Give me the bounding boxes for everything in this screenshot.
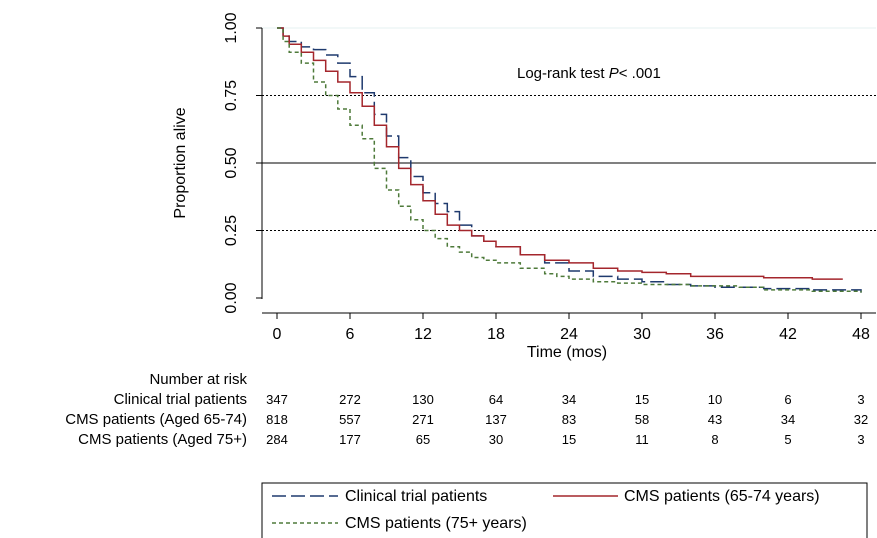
risk-value: 272: [339, 392, 361, 407]
x-tick-label: 12: [414, 326, 432, 343]
series-line-2: [277, 27, 843, 280]
y-tick-label: 0.00: [223, 282, 240, 313]
annotation-italic: P: [609, 65, 619, 82]
risk-value: 43: [708, 412, 722, 427]
risk-value: 83: [562, 412, 576, 427]
risk-value: 177: [339, 432, 361, 447]
risk-value: 65: [416, 432, 430, 447]
x-tick-label: 18: [487, 326, 505, 343]
risk-value: 11: [635, 432, 649, 447]
risk-row-label: CMS patients (Aged 65-74): [65, 411, 247, 428]
risk-table: Number at risk Clinical trial patients 347…: [65, 371, 868, 448]
risk-value: 15: [635, 392, 649, 407]
risk-value: 557: [339, 412, 361, 427]
risk-value: 30: [489, 432, 503, 447]
risk-value: 10: [708, 392, 722, 407]
legend-label-2: CMS patients (65-74 years): [624, 488, 820, 505]
risk-value: 34: [781, 412, 795, 427]
risk-value: 15: [562, 432, 576, 447]
risk-value: 3: [857, 392, 864, 407]
x-tick-label: 36: [706, 326, 724, 343]
x-tick-label: 48: [852, 326, 870, 343]
y-axis-title: Proportion alive: [172, 107, 189, 218]
y-tick-label: 0.75: [223, 80, 240, 111]
risk-table-header: Number at risk: [149, 371, 247, 388]
series-line-1: [277, 27, 862, 293]
annotation-prefix: Log-rank test: [517, 65, 609, 82]
risk-value: 64: [489, 392, 503, 407]
risk-value: 58: [635, 412, 649, 427]
legend-box: [261, 482, 868, 538]
x-tick-label: 24: [560, 326, 578, 343]
plot-area: Log-rank test P< .001: [262, 27, 876, 293]
risk-value: 130: [412, 392, 434, 407]
risk-row-label: CMS patients (Aged 75+): [78, 431, 247, 448]
risk-row-label: Clinical trial patients: [114, 391, 247, 408]
annotation-text: Log-rank test P< .001: [517, 65, 661, 82]
risk-value: 8: [711, 432, 718, 447]
y-tick-label: 0.50: [223, 147, 240, 178]
risk-value: 32: [854, 412, 868, 427]
axes: 0 6 12 18 24 30 36 42 48 Time (mos) 0.00 0.25 0.50 0.…: [172, 12, 876, 361]
x-tick-label: 42: [779, 326, 797, 343]
series-line-3: [277, 27, 862, 293]
risk-value: 5: [784, 432, 791, 447]
x-axis-title: Time (mos): [527, 344, 607, 361]
y-tick-label: 1.00: [223, 12, 240, 43]
risk-value: 6: [784, 392, 791, 407]
legend-label-3: CMS patients (75+ years): [345, 515, 527, 532]
risk-value: 34: [562, 392, 576, 407]
y-tick-label: 0.25: [223, 215, 240, 246]
risk-value: 3: [857, 432, 864, 447]
risk-value: 137: [485, 412, 507, 427]
x-tick-label: 30: [633, 326, 651, 343]
x-tick-label: 6: [346, 326, 355, 343]
legend-label-1: Clinical trial patients: [345, 488, 487, 505]
annotation-suffix: < .001: [619, 65, 661, 82]
risk-value: 271: [412, 412, 434, 427]
risk-value: 284: [266, 432, 288, 447]
risk-value: 818: [266, 412, 288, 427]
legend: Clinical trial patients CMS patients (65-…: [261, 482, 868, 538]
risk-value: 347: [266, 392, 288, 407]
x-tick-label: 0: [273, 326, 282, 343]
